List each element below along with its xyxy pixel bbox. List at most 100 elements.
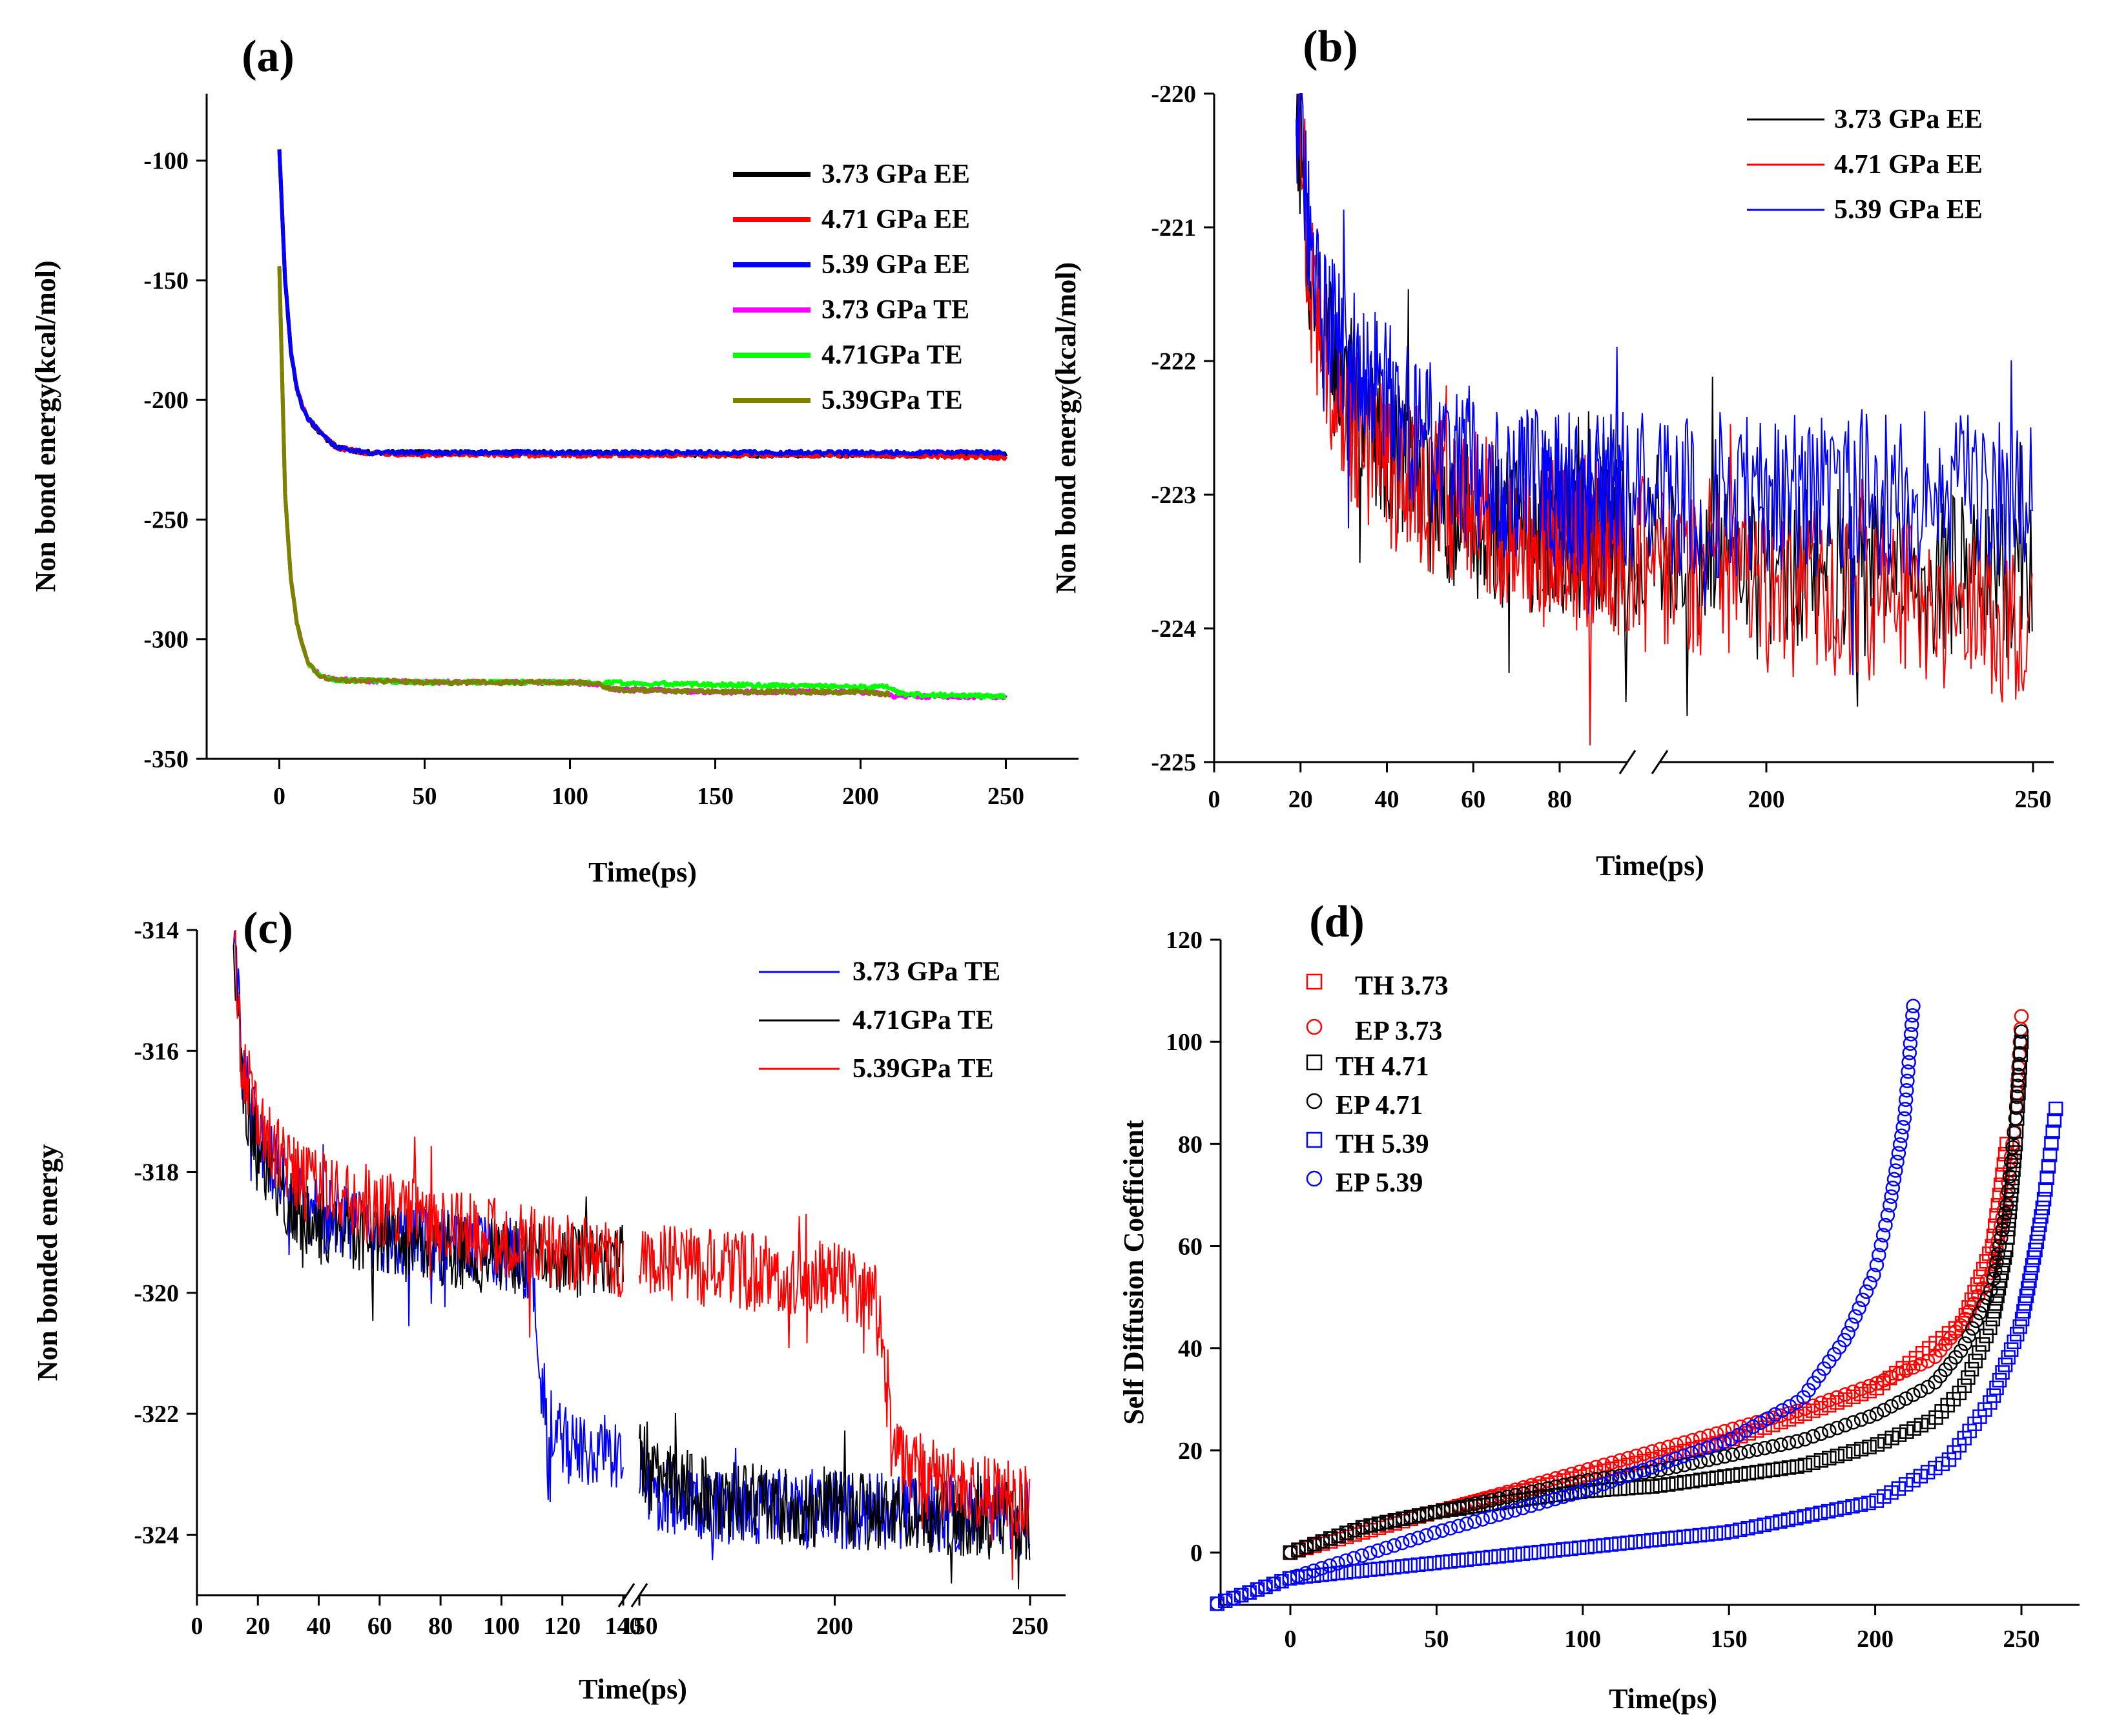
data-point — [1790, 1403, 1804, 1419]
data-point — [1895, 1119, 1910, 1135]
data-point — [1748, 1519, 1764, 1534]
data-point — [1443, 1554, 1458, 1569]
series-line — [1296, 93, 1625, 673]
x-tick-label: 20 — [245, 1613, 270, 1640]
data-point — [2006, 1162, 2021, 1177]
legend-item: EP 3.73 — [1355, 1017, 1442, 1046]
data-point — [1556, 1478, 1571, 1493]
data-point — [1875, 1228, 1891, 1243]
data-point — [1822, 1451, 1837, 1466]
data-point — [1829, 1502, 1844, 1517]
data-point — [1913, 1383, 1928, 1398]
data-point — [1967, 1285, 1982, 1299]
x-tick-label: 40 — [307, 1613, 331, 1640]
data-point — [1484, 1493, 1499, 1508]
data-point — [2036, 1192, 2052, 1207]
data-point — [1861, 1495, 1876, 1511]
data-point — [1989, 1380, 2004, 1396]
data-point — [2011, 1068, 2026, 1082]
data-point — [1902, 1046, 1917, 1060]
data-point — [1508, 1482, 1523, 1497]
data-point — [1768, 1407, 1782, 1422]
data-point — [1797, 1432, 1813, 1447]
data-point — [1315, 1534, 1330, 1549]
data-point — [1410, 1557, 1426, 1573]
data-point — [1987, 1263, 2003, 1278]
y-tick-label: 60 — [1178, 1234, 1203, 1261]
data-point — [1830, 1449, 1844, 1463]
data-point — [1859, 1284, 1874, 1299]
data-point — [1869, 1407, 1885, 1421]
data-point — [1724, 1431, 1739, 1447]
x-tick-label: 50 — [1424, 1626, 1449, 1653]
data-point — [1979, 1290, 1995, 1305]
data-point — [1435, 1555, 1450, 1570]
data-point — [1354, 1563, 1370, 1578]
panel-b: 0 20 40 60 80 200 250 -225 -224 -223 -222 -221 -220 T… — [1050, 22, 2054, 882]
y-tick-label: -221 — [1151, 214, 1196, 242]
data-point — [1370, 1562, 1386, 1576]
data-point — [1782, 1399, 1797, 1414]
x-tick-label: 100 — [552, 783, 588, 810]
data-point — [1995, 1222, 2010, 1237]
data-point — [1580, 1482, 1595, 1497]
data-point — [1898, 1391, 1914, 1406]
y-axis-title: Non bond energy(kcal/mol) — [30, 260, 61, 592]
data-point — [1832, 1339, 1847, 1355]
legend-item: EP 4.71 — [1336, 1091, 1423, 1121]
data-point — [2025, 1257, 2040, 1273]
data-point — [1830, 1390, 1844, 1405]
data-point — [2022, 1273, 2037, 1288]
data-point — [1411, 1508, 1427, 1523]
data-point — [1749, 1465, 1764, 1480]
y-tick-label: -324 — [134, 1522, 179, 1549]
data-point — [1587, 1480, 1603, 1494]
data-point — [1620, 1535, 1635, 1551]
data-point — [1885, 1181, 1901, 1195]
x-tick-label: 250 — [2003, 1626, 2040, 1653]
data-point — [1806, 1376, 1821, 1390]
data-point — [1804, 1507, 1820, 1522]
data-point — [1492, 1491, 1507, 1506]
data-point — [1540, 1544, 1554, 1559]
x-tick-label: 250 — [1012, 1613, 1049, 1640]
data-point — [1999, 1197, 2014, 1213]
x-tick-label: 0 — [1285, 1626, 1297, 1653]
data-point — [1898, 1477, 1914, 1492]
data-point — [1419, 1556, 1434, 1571]
data-point — [1701, 1428, 1716, 1443]
data-point — [2045, 1124, 2060, 1139]
data-point — [1869, 1376, 1885, 1391]
series-line — [277, 266, 1007, 700]
data-point — [1524, 1484, 1539, 1500]
data-point — [1322, 1558, 1337, 1573]
data-point — [1387, 1538, 1401, 1553]
data-point — [1877, 1434, 1892, 1449]
data-point — [2047, 1113, 2062, 1128]
data-point — [1499, 1548, 1514, 1563]
data-point — [1844, 1318, 1859, 1332]
data-point — [1556, 1469, 1571, 1483]
data-point — [1906, 1387, 1921, 1402]
data-point — [1612, 1471, 1627, 1486]
data-point — [1436, 1503, 1451, 1518]
data-point — [1813, 1396, 1829, 1410]
data-point — [1394, 1535, 1410, 1551]
data-point — [1331, 1528, 1346, 1544]
data-point — [1314, 1560, 1329, 1576]
data-point — [1837, 1392, 1853, 1407]
data-point — [2032, 1217, 2047, 1232]
data-point — [1998, 1206, 2013, 1221]
data-point — [1283, 1545, 1298, 1560]
data-point — [1781, 1512, 1796, 1527]
data-point — [1906, 1360, 1921, 1375]
data-point — [2014, 1009, 2029, 1024]
data-point — [1854, 1442, 1869, 1457]
x-tick-label: 0 — [191, 1613, 203, 1640]
x-tick-label: 80 — [428, 1613, 453, 1640]
y-tick-label: -300 — [143, 626, 189, 654]
data-point — [2038, 1182, 2053, 1197]
data-point — [1968, 1353, 1983, 1369]
data-point — [1338, 1565, 1354, 1580]
x-tick-label: 250 — [987, 783, 1024, 810]
